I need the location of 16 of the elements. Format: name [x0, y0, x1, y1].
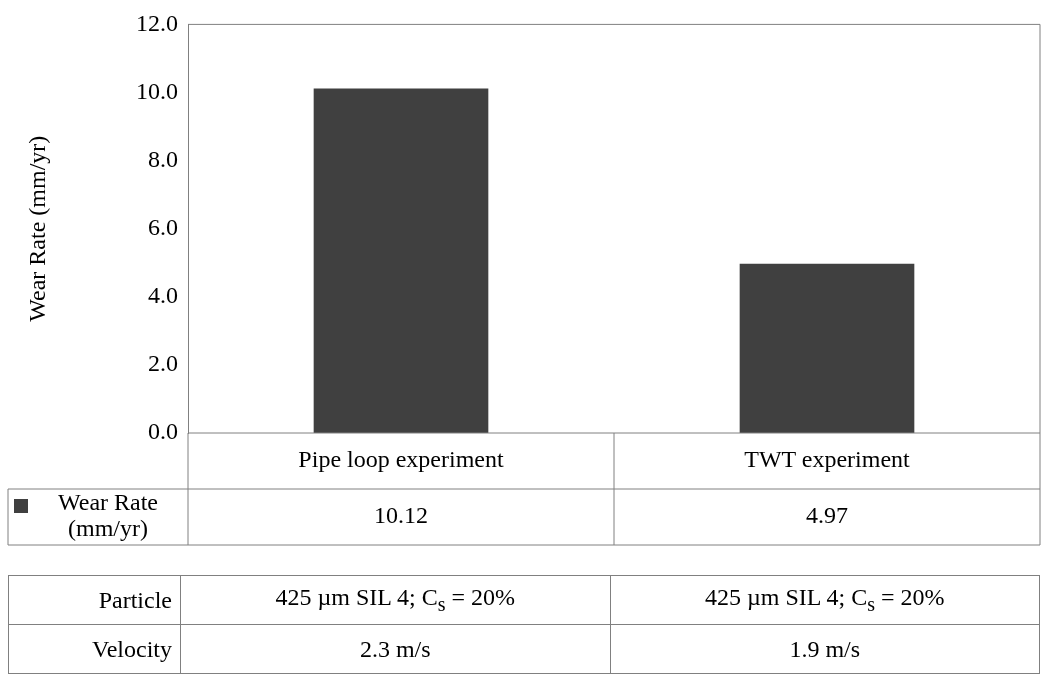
text: Velocity	[8, 624, 181, 674]
y-tick-label: 2.0	[148, 350, 178, 377]
text: Particle	[8, 575, 181, 625]
text: 425 µm SIL 4; C$_{s}$ = 20%	[610, 575, 1040, 625]
y-tick-label: 10.0	[136, 77, 178, 104]
y-tick-label: 4.0	[148, 282, 178, 309]
text: 425 µm SIL 4; C$_{s}$ = 20%	[180, 575, 610, 625]
y-axis-title: Wear Rate (mm/yr)	[23, 135, 50, 322]
y-tick-label: 12.0	[136, 9, 178, 36]
y-tick-label: 0.0	[148, 418, 178, 445]
y-tick-label: 8.0	[148, 145, 178, 172]
y-tick-label: 6.0	[148, 214, 178, 240]
text: 1.9 m/s	[610, 624, 1040, 674]
x-tick-label: TWT experiment	[744, 446, 911, 473]
x-tick-label: Pipe loop experiment	[298, 446, 504, 473]
text: 2.3 m/s	[180, 624, 610, 674]
